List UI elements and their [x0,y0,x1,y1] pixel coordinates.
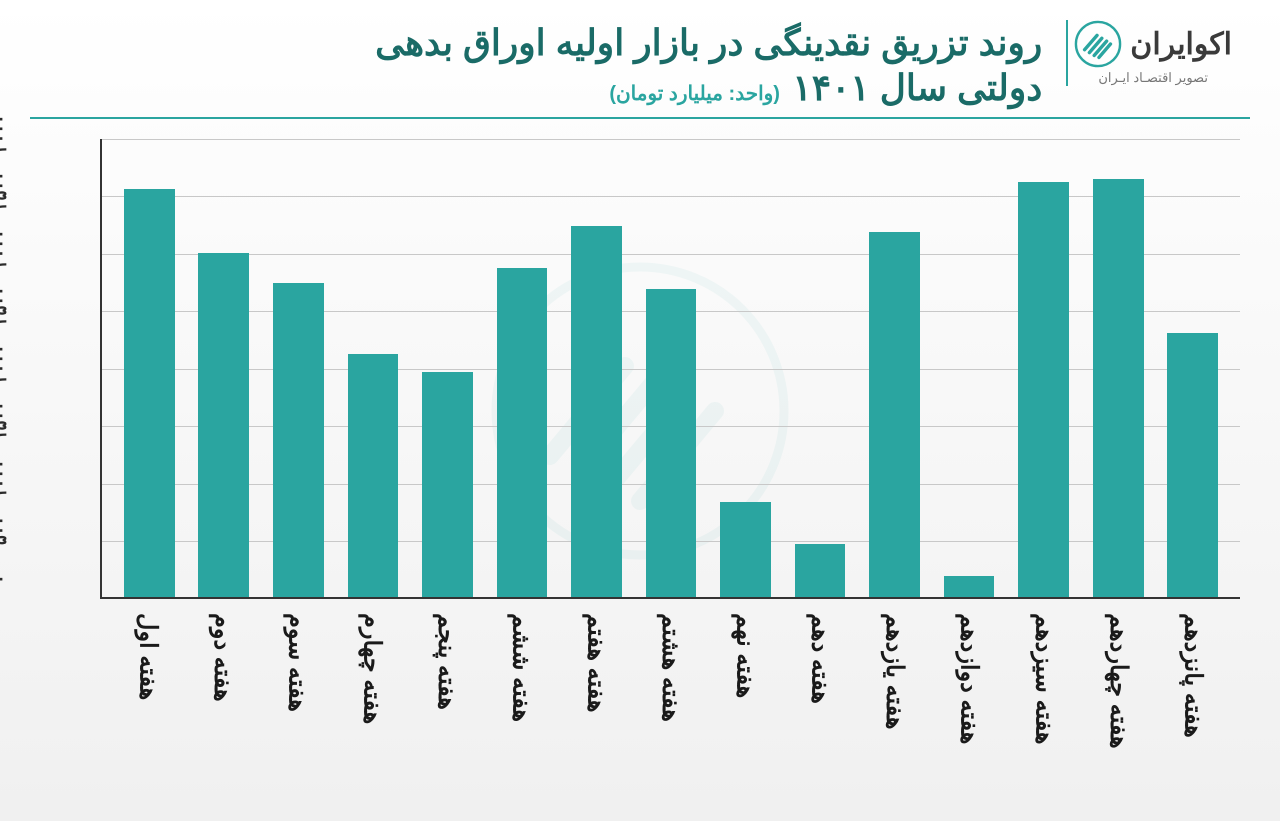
y-tick-label: ۰ [0,574,30,624]
title-block: روند تزریق نقدینگی در بازار اولیه اوراق … [30,20,1042,109]
y-tick-label: ۲۵۰۰ [0,286,30,336]
bar [646,289,697,597]
bar-slot [1155,139,1230,597]
bar-slot [559,139,634,597]
bar-slot [708,139,783,597]
bars-group [102,139,1240,597]
bar [497,268,548,597]
y-tick-label: ۱۵۰۰ [0,401,30,451]
x-label-slot: هفته یازدهم [857,609,932,749]
x-label-slot: هفته هفتم [558,609,633,749]
y-tick-label: ۴۰۰۰ [0,114,30,164]
x-axis-label: هفته سوم [283,609,311,749]
bar-slot [261,139,336,597]
bar-slot [187,139,262,597]
x-label-slot: هفته نهم [707,609,782,749]
bar [795,544,846,597]
chart-area: ۰۵۰۰۱۰۰۰۱۵۰۰۲۰۰۰۲۵۰۰۳۰۰۰۳۵۰۰۴۰۰۰ هفته او… [30,139,1250,779]
chart-title-line2: دولتی سال ۱۴۰۱ [792,67,1042,108]
chart-unit: (واحد: میلیارد تومان) [609,83,780,105]
x-axis-label: هفته دوم [208,609,236,749]
bar-slot [783,139,858,597]
x-axis-label: هفته ششم [507,609,535,749]
x-axis-label: هفته اول [133,609,161,749]
bar [571,226,622,597]
brand-block: اکوایران تصویر اقتصـاد ایـران [1066,20,1250,86]
chart-title-line1: روند تزریق نقدینگی در بازار اولیه اوراق … [30,20,1042,67]
y-tick-label: ۳۵۰۰ [0,171,30,221]
x-axis-label: هفته هشتم [656,609,684,749]
header: اکوایران تصویر اقتصـاد ایـران روند تزریق… [30,20,1250,119]
bar [348,354,399,597]
x-axis-label: هفته هفتم [581,609,609,749]
x-label-slot: هفته ششم [483,609,558,749]
bar-slot [634,139,709,597]
x-label-slot: هفته سیزدهم [1006,609,1081,749]
brand-name: اکوایران [1130,27,1232,62]
y-tick-label: ۵۰۰ [0,516,30,566]
bar [720,502,771,597]
x-label-slot: هفته پنجم [409,609,484,749]
bar [124,189,175,597]
x-label-slot: هفته پانزدهم [1155,609,1230,749]
x-label-slot: هفته دوازدهم [931,609,1006,749]
bar [422,372,473,596]
x-label-slot: هفته اول [110,609,185,749]
x-label-slot: هفته دوم [185,609,260,749]
y-tick-label: ۲۰۰۰ [0,344,30,394]
x-axis-label: هفته چهارم [357,609,385,749]
bar [1167,333,1218,596]
bar-slot [336,139,411,597]
bar-slot [485,139,560,597]
bar [273,283,324,597]
brand-logo-icon [1074,20,1122,68]
x-axis-label: هفته سیزدهم [1029,609,1057,749]
bar-slot [410,139,485,597]
bar [869,232,920,597]
bar [1018,182,1069,596]
x-label-slot: هفته دهم [782,609,857,749]
brand-tagline: تصویر اقتصـاد ایـران [1098,70,1208,86]
bar [1093,179,1144,597]
x-label-slot: هفته چهارم [334,609,409,749]
y-tick-label: ۱۰۰۰ [0,459,30,509]
x-axis-label: هفته چهاردهم [1104,609,1132,749]
x-axis-label: هفته پنجم [432,609,460,749]
bar-slot [1006,139,1081,597]
bar-slot [1081,139,1156,597]
chart-container: اکوایران تصویر اقتصـاد ایـران روند تزریق… [0,0,1280,821]
bar [198,253,249,597]
x-axis-label: هفته پانزدهم [1179,609,1207,749]
x-label-slot: هفته سوم [259,609,334,749]
plot-region [100,139,1240,599]
bar [944,576,995,597]
bar-slot [112,139,187,597]
x-axis-label: هفته دهم [805,609,833,749]
x-axis-label: هفته دوازدهم [955,609,983,749]
y-tick-label: ۳۰۰۰ [0,229,30,279]
x-label-slot: هفته چهاردهم [1081,609,1156,749]
x-axis-label: هفته نهم [731,609,759,749]
bar-slot [932,139,1007,597]
bar-slot [857,139,932,597]
x-label-slot: هفته هشتم [633,609,708,749]
x-axis-labels: هفته اول هفته دوم هفته سوم هفته چهارم هفته پ… [100,609,1240,749]
x-axis-label: هفته یازدهم [880,609,908,749]
